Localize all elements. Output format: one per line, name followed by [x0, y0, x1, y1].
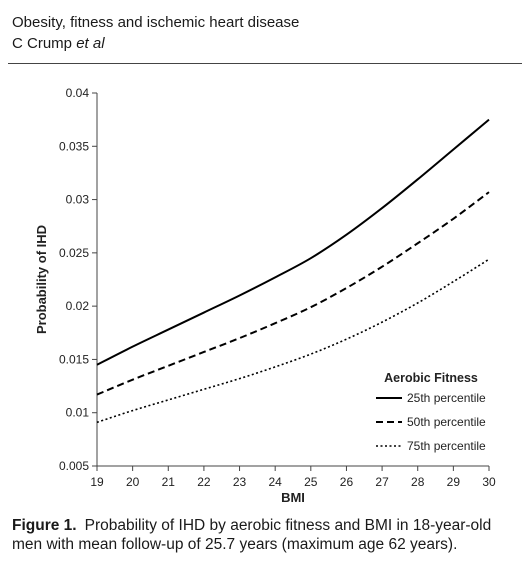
y-tick-label: 0.025	[59, 246, 89, 260]
y-tick-label: 0.015	[59, 352, 89, 366]
x-tick-label: 19	[90, 475, 104, 489]
series-line-2	[96, 191, 490, 396]
x-tick-label: 26	[340, 475, 354, 489]
figure-caption: Figure 1. Probability of IHD by aerobic f…	[12, 516, 522, 554]
x-tick-label: 28	[411, 475, 425, 489]
x-tick-label: 30	[482, 475, 496, 489]
x-tick-label: 20	[126, 475, 140, 489]
x-tick-label: 23	[233, 475, 247, 489]
legend-label-1: 25th percentile	[407, 391, 486, 405]
x-tick-label: 24	[269, 475, 283, 489]
legend-title: Aerobic Fitness	[384, 371, 478, 385]
series-line-3	[96, 258, 490, 424]
page-header: Obesity, fitness and ischemic heart dise…	[12, 12, 299, 54]
series-line-1	[96, 118, 490, 366]
legend-label-2: 50th percentile	[407, 415, 486, 429]
y-tick-label: 0.035	[59, 139, 89, 153]
x-axis-label: BMI	[281, 490, 305, 505]
x-tick-label: 29	[447, 475, 461, 489]
y-tick-label: 0.01	[66, 406, 90, 420]
y-tick-label: 0.03	[66, 193, 90, 207]
x-tick-label: 27	[375, 475, 389, 489]
header-rule	[8, 63, 522, 64]
figure-label: Figure 1.	[12, 517, 77, 534]
y-tick-label: 0.02	[66, 299, 90, 313]
figure-caption-text: Probability of IHD by aerobic fitness an…	[12, 517, 492, 553]
authors-italic: et al	[76, 35, 105, 52]
legend-label-3: 75th percentile	[407, 439, 486, 453]
ihd-probability-chart: 0.005 0.01 0.015 0.02 0.025 0.03 0.035 0.04 19 20…	[34, 86, 496, 505]
x-tick-label: 21	[162, 475, 176, 489]
y-tick-label: 0.04	[66, 86, 90, 100]
article-title: Obesity, fitness and ischemic heart dise…	[12, 14, 300, 31]
x-tick-label: 25	[304, 475, 318, 489]
y-tick-label: 0.005	[59, 459, 89, 473]
x-tick-label: 22	[197, 475, 211, 489]
y-axis-label: Probability of IHD	[34, 225, 49, 334]
authors-plain: C Crump	[12, 35, 77, 52]
article-authors: C Crump et al	[12, 33, 299, 54]
